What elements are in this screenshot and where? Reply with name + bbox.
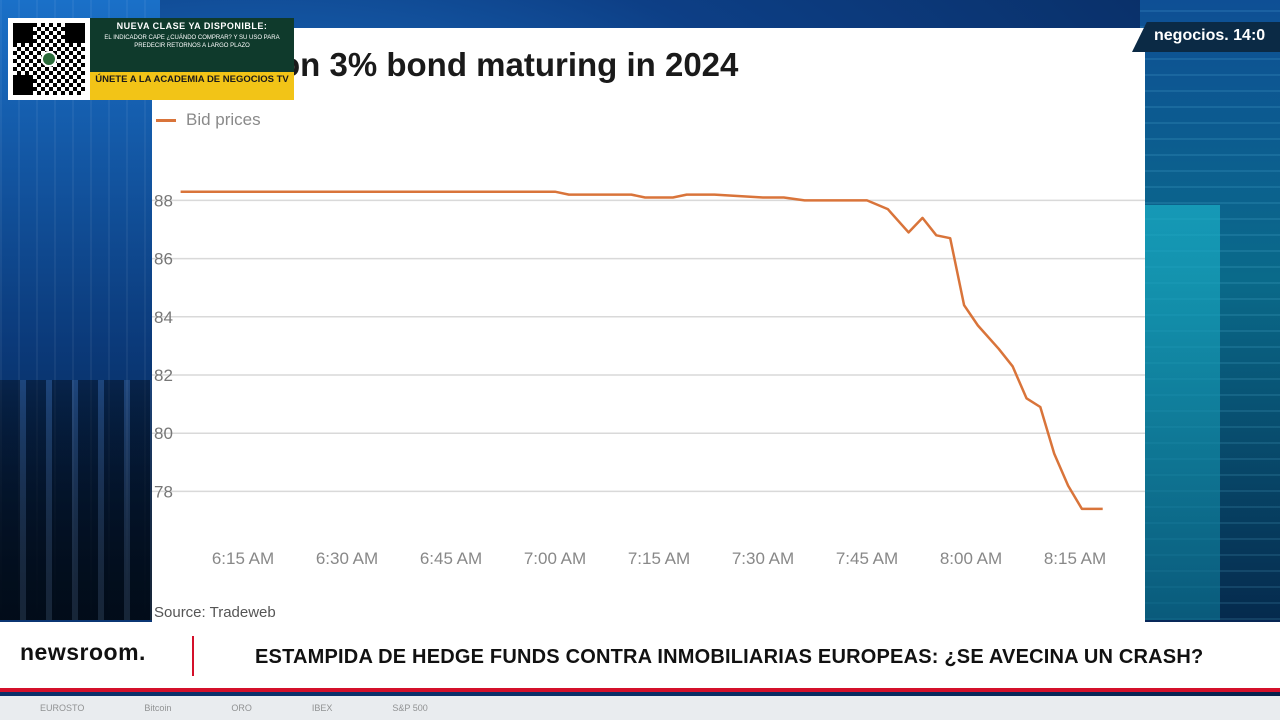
y-tick-label: 84	[154, 308, 173, 327]
market-item: ORO	[231, 703, 252, 713]
x-tick-label: 7:00 AM	[524, 549, 586, 568]
market-item: Bitcoin	[144, 703, 172, 713]
chart-source: Source: Tradeweb	[154, 604, 276, 621]
lower-third-divider	[192, 636, 194, 676]
legend-swatch	[156, 118, 176, 122]
legend-label: Bid prices	[186, 110, 261, 129]
x-tick-label: 8:00 AM	[940, 549, 1002, 568]
x-tick-label: 7:15 AM	[628, 549, 690, 568]
y-tick-label: 88	[154, 191, 173, 210]
lower-third: newsroom. ESTAMPIDA DE HEDGE FUNDS CONTR…	[0, 622, 1280, 692]
promo-body: EL INDICADOR CAPE ¿CUÁNDO COMPRAR? Y SU …	[104, 35, 280, 49]
market-item: IBEX	[311, 703, 333, 713]
promo-heading: NUEVA CLASE YA DISPONIBLE:	[116, 21, 268, 31]
qr-logo-icon	[41, 51, 57, 67]
headline: ESTAMPIDA DE HEDGE FUNDS CONTRA INMOBILI…	[255, 646, 1204, 668]
chart-panel: 78 80 82 84 86 88 6:15 AM 6:30 AM 6:45 AM 7:00 AM…	[152, 28, 1145, 622]
line-chart: 78 80 82 84 86 88 6:15 AM 6:30 AM 6:45 AM 7:00 AM…	[152, 190, 1145, 568]
series-line-bid-prices	[180, 190, 1103, 511]
qr-code[interactable]	[8, 18, 90, 100]
chart-title: on 3% bond maturing in 2024	[280, 46, 739, 83]
x-tick-label: 6:15 AM	[212, 549, 274, 568]
channel-brand: negocios. 14:0	[1132, 22, 1280, 52]
x-tick-label: 6:30 AM	[316, 549, 378, 568]
y-tick-label: 82	[154, 366, 173, 385]
market-item: EUROSTO	[40, 703, 85, 713]
y-tick-label: 80	[154, 424, 173, 443]
promo-banner[interactable]: NUEVA CLASE YA DISPONIBLE: EL INDICADOR …	[8, 18, 294, 100]
chart-legend: Bid prices	[156, 110, 261, 130]
background-cityscape	[0, 380, 160, 620]
markets-strip: EUROSTO Bitcoin ORO IBEX S&P 500	[0, 696, 1280, 720]
y-tick-label: 78	[154, 482, 173, 501]
newsroom-logo: newsroom.	[20, 639, 146, 665]
brand-name: negocios.	[1154, 27, 1229, 44]
x-tick-label: 7:30 AM	[732, 549, 794, 568]
y-tick-label: 86	[154, 250, 173, 269]
market-item: S&P 500	[392, 703, 428, 713]
background-tower	[1142, 205, 1220, 620]
promo-cta[interactable]: ÚNETE A LA ACADEMIA DE NEGOCIOS TV	[90, 72, 294, 100]
x-tick-label: 7:45 AM	[836, 549, 898, 568]
x-tick-label: 8:15 AM	[1044, 549, 1106, 568]
clock: 14:0	[1233, 27, 1266, 44]
x-tick-label: 6:45 AM	[420, 549, 482, 568]
